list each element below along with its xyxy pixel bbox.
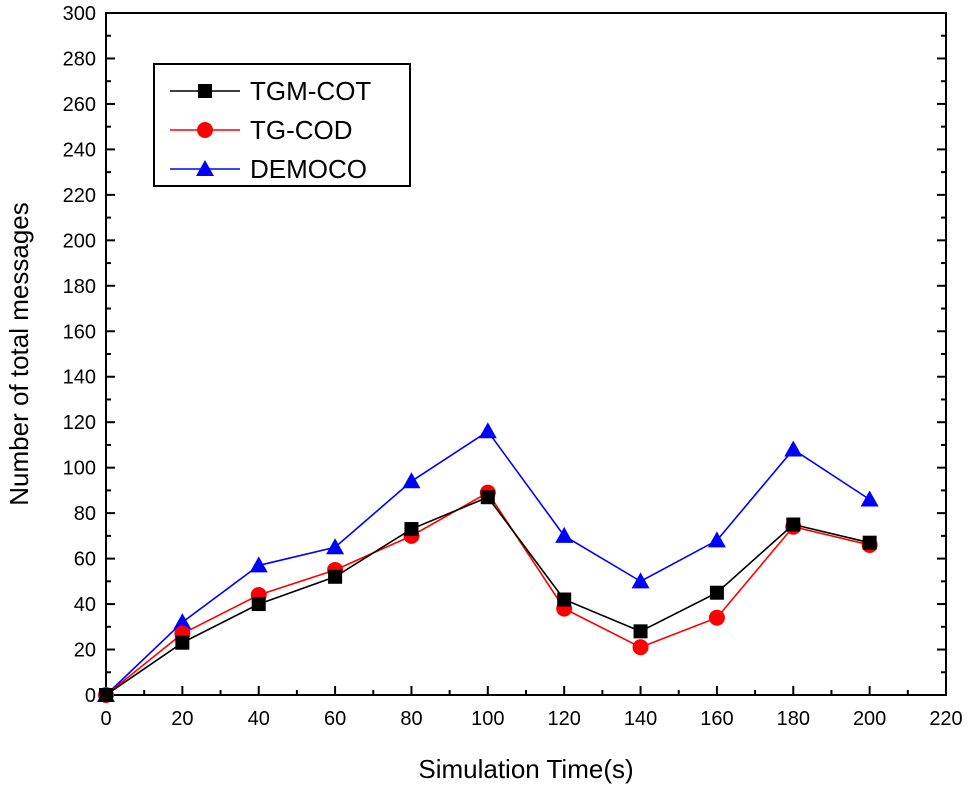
x-tick-label: 80: [400, 708, 422, 730]
y-tick-label: 260: [63, 94, 96, 116]
legend-label: DEMOCO: [250, 154, 367, 184]
x-axis-title: Simulation Time(s): [418, 754, 633, 784]
x-tick-label: 100: [471, 708, 504, 730]
y-axis: 0 20 40 60 80 100 120 140 160 180 200 220 240 260 280 3…: [63, 3, 946, 707]
series-line: [105, 430, 871, 696]
x-tick-label: 160: [700, 708, 733, 730]
data-point: [631, 572, 650, 589]
data-point: [860, 490, 879, 507]
data-point: [784, 440, 803, 457]
series-tgm-cot: [99, 490, 877, 702]
data-point: [99, 688, 113, 702]
y-tick-label: 120: [63, 412, 96, 434]
y-tick-label: 220: [63, 185, 96, 207]
x-tick-label: 180: [777, 708, 810, 730]
data-point: [708, 609, 725, 626]
data-point: [557, 592, 572, 607]
y-tick-label: 100: [63, 458, 96, 480]
series-democo: [97, 422, 879, 702]
x-axis: 0 20 40 60 80 100 120 140 160 180 200 220: [100, 686, 963, 730]
y-tick-label: 0: [85, 685, 96, 707]
data-point: [326, 538, 345, 555]
data-point: [478, 422, 497, 439]
legend-item-democo: DEMOCO: [170, 154, 367, 184]
y-tick-label: 40: [74, 594, 96, 616]
y-tick-label: 140: [63, 367, 96, 389]
data-point: [175, 635, 190, 650]
series-layer: [97, 422, 879, 703]
y-tick-label: 200: [63, 230, 96, 252]
data-point: [555, 526, 574, 543]
x-tick-label: 120: [547, 708, 580, 730]
y-tick-label: 300: [63, 3, 96, 25]
y-tick-label: 180: [63, 276, 96, 298]
data-point: [633, 624, 648, 639]
legend-item-tg-cod: TG-COD: [170, 115, 353, 145]
x-tick-label: 40: [248, 708, 270, 730]
y-tick-label: 160: [63, 321, 96, 343]
y-tick-label: 240: [63, 139, 96, 161]
legend-marker: [196, 160, 214, 176]
y-axis-title: Number of total messages: [4, 202, 34, 505]
x-tick-label: 0: [100, 708, 111, 730]
x-tick-label: 60: [324, 708, 346, 730]
legend: TGM-COT TG-COD DEMOCO: [153, 63, 411, 187]
data-point: [480, 490, 495, 505]
y-tick-label: 20: [74, 640, 96, 662]
data-point: [249, 556, 268, 573]
data-point: [786, 517, 801, 532]
x-tick-label: 220: [929, 708, 962, 730]
legend-box: [153, 63, 411, 187]
x-tick-label: 140: [624, 708, 657, 730]
data-point: [251, 597, 266, 612]
data-point: [862, 535, 877, 550]
legend-item-tgm-cot: TGM-COT: [170, 76, 371, 106]
data-point: [709, 585, 724, 600]
series-line: [105, 496, 870, 696]
data-point: [328, 569, 343, 584]
y-tick-label: 280: [63, 48, 96, 70]
x-tick-label: 20: [171, 708, 193, 730]
x-tick-label: 200: [853, 708, 886, 730]
legend-label: TGM-COT: [250, 76, 371, 106]
y-tick-label: 80: [74, 503, 96, 525]
data-point: [402, 472, 421, 489]
y-tick-label: 60: [74, 549, 96, 571]
series-tg-cod: [98, 484, 878, 703]
legend-marker: [198, 84, 212, 98]
data-point: [404, 522, 419, 537]
legend-label: TG-COD: [250, 115, 353, 145]
data-point: [707, 531, 726, 548]
data-point: [632, 639, 649, 656]
data-point: [173, 613, 192, 630]
legend-marker: [197, 122, 213, 138]
